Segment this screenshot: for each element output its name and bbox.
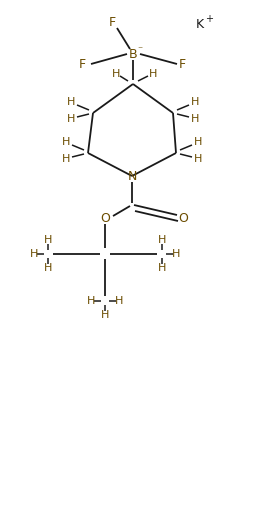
Text: H: H [172,249,180,259]
Text: O: O [178,211,188,225]
Text: H: H [87,296,95,306]
Text: F: F [79,57,86,70]
Text: H: H [158,263,166,273]
Text: H: H [62,137,70,147]
Text: H: H [44,235,52,245]
Text: H: H [115,296,123,306]
Text: O: O [100,211,110,225]
Text: H: H [194,137,202,147]
Text: B: B [129,47,137,60]
Text: H: H [194,154,202,164]
Text: H: H [191,97,199,107]
Text: H: H [30,249,38,259]
Text: H: H [112,69,120,79]
Text: K: K [196,17,204,31]
Text: H: H [67,114,75,124]
Text: F: F [178,57,185,70]
Text: H: H [149,69,157,79]
Text: +: + [205,14,213,24]
Text: N: N [127,169,137,183]
Text: ⁻: ⁻ [137,45,143,55]
Text: F: F [109,16,116,29]
Text: H: H [191,114,199,124]
Text: H: H [101,310,109,320]
Text: H: H [67,97,75,107]
Text: H: H [44,263,52,273]
Text: H: H [62,154,70,164]
Text: H: H [158,235,166,245]
